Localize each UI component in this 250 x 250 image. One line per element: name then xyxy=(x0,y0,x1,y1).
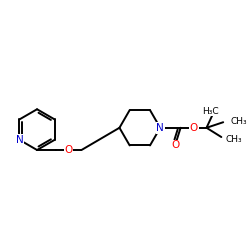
Text: CH₃: CH₃ xyxy=(226,135,242,144)
Text: O: O xyxy=(172,140,180,150)
Text: CH₃: CH₃ xyxy=(230,117,247,126)
Text: N: N xyxy=(156,123,164,133)
Text: O: O xyxy=(190,123,198,133)
Text: N: N xyxy=(16,135,23,145)
Text: O: O xyxy=(64,145,73,155)
Text: H₃C: H₃C xyxy=(202,106,218,116)
